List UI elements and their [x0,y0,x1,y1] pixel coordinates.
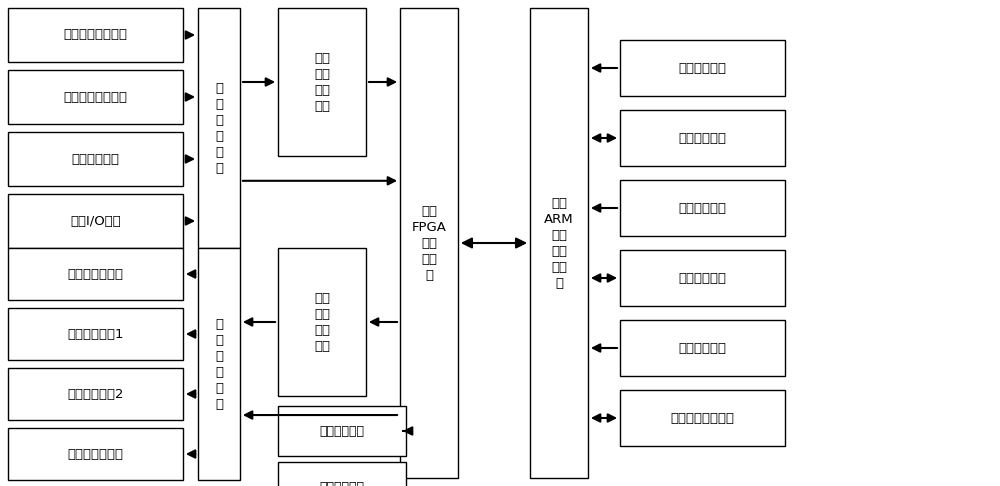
Bar [530,8,588,478]
Text: 功率驱动单元2: 功率驱动单元2 [67,387,124,400]
Bar [620,250,785,306]
Bar [8,194,183,248]
Text: 基于
ARM
的智
能控
制单
元: 基于 ARM 的智 能控 制单 元 [544,196,574,290]
Bar [278,462,406,486]
Bar [198,8,240,248]
Text: 电源管理单元: 电源管理单元 [320,424,364,437]
Bar [8,132,183,186]
Text: 高速
模数
转换
单元: 高速 模数 转换 单元 [314,52,330,112]
Text: 数字量输出信息: 数字量输出信息 [68,448,124,461]
Text: 数字I/O信息: 数字I/O信息 [70,214,121,227]
Text: 数字量传感器信息: 数字量传感器信息 [64,90,128,104]
Bar [400,8,458,478]
Text: 调试仿真单元: 调试仿真单元 [320,481,364,486]
Bar [198,248,240,480]
Bar [8,308,183,360]
Text: 数据存储单元: 数据存储单元 [678,272,726,284]
Bar [278,8,366,156]
Text: 功率保护单元: 功率保护单元 [72,153,120,166]
Bar [278,248,366,396]
Text: 模拟量控制输出: 模拟量控制输出 [68,267,124,280]
Text: 人机交互单元: 人机交互单元 [678,132,726,144]
Bar [8,70,183,124]
Bar [8,368,183,420]
Text: 高速
数模
转换
单元: 高速 数模 转换 单元 [314,292,330,352]
Bar [278,406,406,456]
Bar [620,40,785,96]
Bar [620,320,785,376]
Text: 外部网络通信单元: 外部网络通信单元 [670,412,734,424]
Bar [620,390,785,446]
Text: 信
号
调
理
单
元: 信 号 调 理 单 元 [215,82,223,174]
Bar [620,110,785,166]
Text: 调试仿真单元: 调试仿真单元 [678,342,726,354]
Text: 信
号
调
理
单
元: 信 号 调 理 单 元 [215,317,223,411]
Bar [620,180,785,236]
Bar [8,428,183,480]
Bar [8,8,183,62]
Text: 功率驱动单元1: 功率驱动单元1 [67,328,124,341]
Text: 模拟量传感器信息: 模拟量传感器信息 [64,29,128,41]
Bar [8,248,183,300]
Text: 电源管理单元: 电源管理单元 [678,202,726,214]
Text: 无源晶振单元: 无源晶振单元 [678,62,726,74]
Text: 基于
FPGA
的控
制单
元: 基于 FPGA 的控 制单 元 [412,205,446,281]
